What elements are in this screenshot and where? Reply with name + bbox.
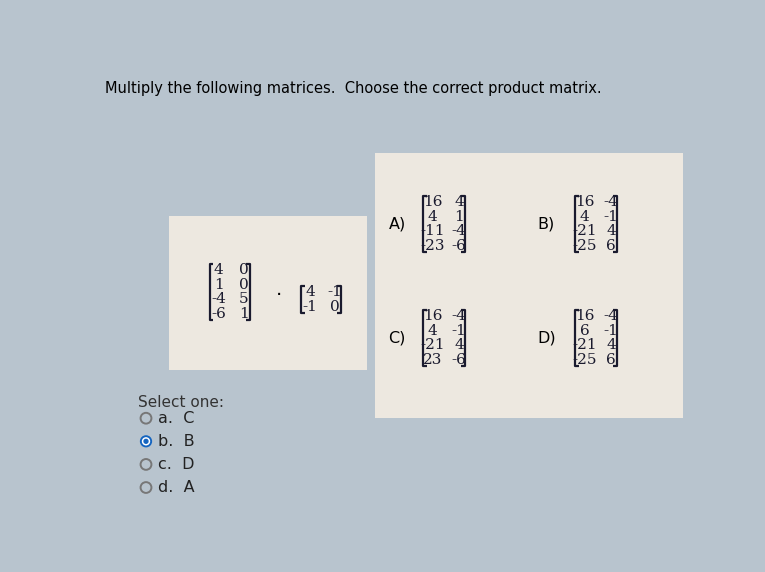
Text: 4: 4 [305,285,315,299]
Text: 1: 1 [454,210,464,224]
Text: -25: -25 [572,353,597,367]
Text: -1: -1 [604,210,618,224]
Text: 4: 4 [580,210,590,224]
Text: 23: 23 [423,353,442,367]
Text: 16: 16 [575,195,594,209]
Text: 0: 0 [239,263,249,277]
FancyBboxPatch shape [375,153,683,418]
Text: -4: -4 [604,309,618,323]
Text: C): C) [389,331,406,345]
Text: 4: 4 [606,339,616,352]
Text: D): D) [537,331,556,345]
Circle shape [144,439,148,443]
Text: -21: -21 [421,339,445,352]
Text: 0: 0 [239,277,249,292]
Text: -25: -25 [572,239,597,253]
Text: B): B) [537,217,555,232]
FancyBboxPatch shape [169,216,367,371]
Text: -4: -4 [451,224,467,239]
Text: 6: 6 [606,239,616,253]
Text: 0: 0 [330,300,340,314]
Text: -1: -1 [451,324,467,338]
Text: 6: 6 [606,353,616,367]
Text: -21: -21 [572,339,597,352]
Text: 4: 4 [428,210,438,224]
Text: ·: · [276,287,282,305]
Text: c.  D: c. D [158,457,195,472]
Text: 4: 4 [454,195,464,209]
Text: -4: -4 [211,292,226,306]
Text: 4: 4 [214,263,223,277]
Text: -4: -4 [451,309,467,323]
Text: -1: -1 [604,324,618,338]
Text: -23: -23 [421,239,445,253]
Text: 1: 1 [214,277,223,292]
Text: 6: 6 [580,324,590,338]
Text: -6: -6 [451,239,467,253]
Text: d.  A: d. A [158,480,195,495]
Text: -6: -6 [451,353,467,367]
Text: 4: 4 [428,324,438,338]
Text: 16: 16 [423,309,442,323]
Text: -4: -4 [604,195,618,209]
Text: 16: 16 [423,195,442,209]
Text: A): A) [389,217,405,232]
Text: -1: -1 [303,300,317,314]
Text: a.  C: a. C [158,411,195,426]
Text: 4: 4 [454,339,464,352]
Text: -1: -1 [327,285,343,299]
Text: 1: 1 [239,307,249,321]
Text: 5: 5 [239,292,249,306]
Text: -6: -6 [211,307,226,321]
Circle shape [142,438,149,445]
Text: -11: -11 [421,224,445,239]
Text: -21: -21 [572,224,597,239]
Text: b.  B: b. B [158,434,195,449]
Text: 16: 16 [575,309,594,323]
Text: Select one:: Select one: [138,395,224,410]
Text: Multiply the following matrices.  Choose the correct product matrix.: Multiply the following matrices. Choose … [105,81,601,96]
Circle shape [141,436,151,447]
Text: 4: 4 [606,224,616,239]
